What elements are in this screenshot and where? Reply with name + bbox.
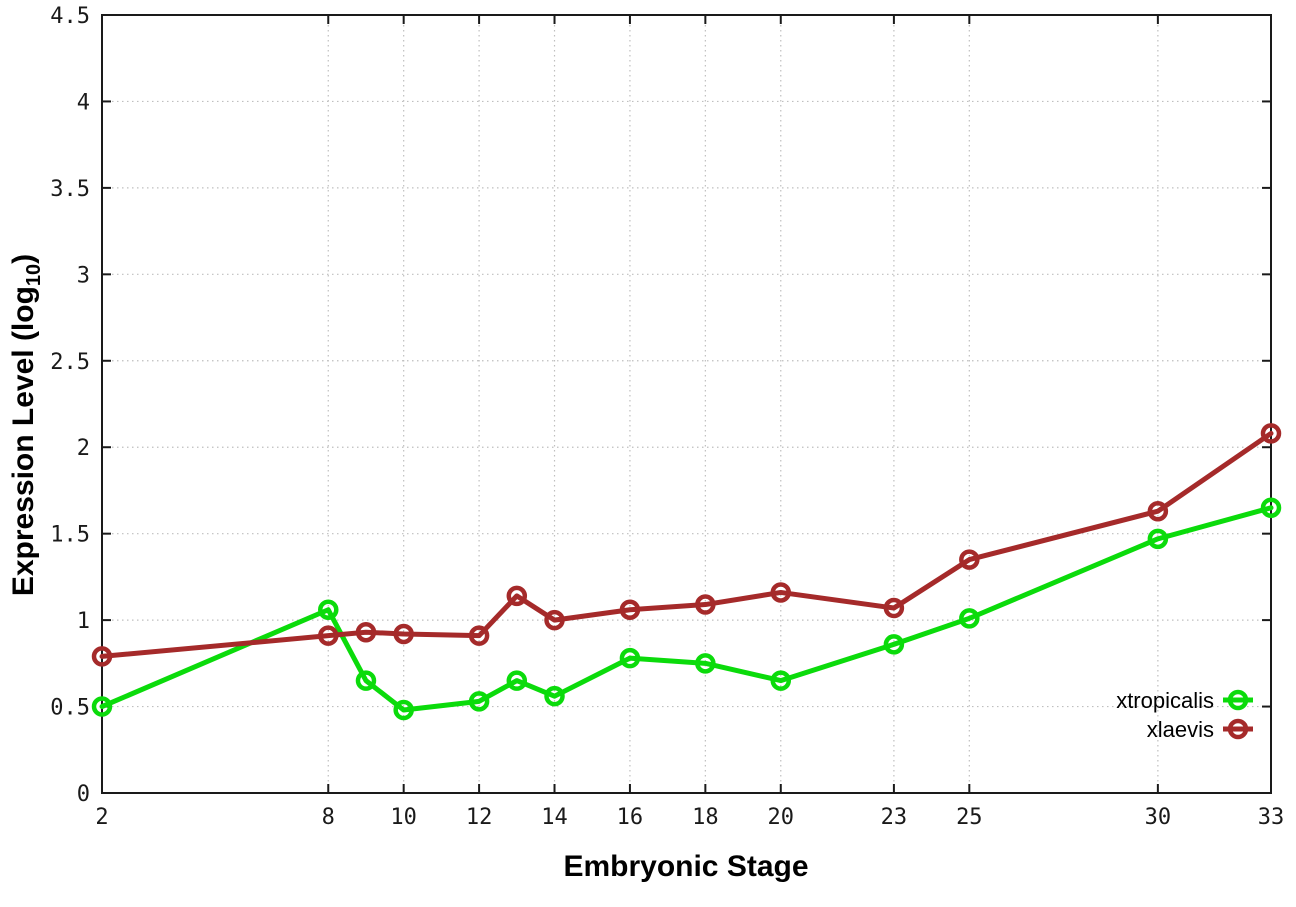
legend: xtropicalis xlaevis [1116,688,1253,742]
x-tick-label: 16 [617,805,644,830]
x-tick-label: 33 [1258,805,1285,830]
data-point-xlaevis [695,594,716,615]
y-tick-label: 2 [77,436,90,461]
y-axis-title: Expression Level (log10) [7,254,45,596]
data-point-xlaevis [883,597,905,619]
x-tick-label: 14 [541,805,568,830]
legend-sample-marker-xtropicalis [1227,689,1249,711]
data-point-xtropicalis [959,608,980,629]
data-point-xtropicalis [619,647,641,669]
data-point-xtropicalis [770,670,792,691]
data-point-xlaevis [619,599,641,620]
data-point-xtropicalis [468,691,490,712]
data-point-xlaevis [91,646,113,667]
data-point-xtropicalis [544,685,565,707]
x-tick-label: 10 [390,805,417,830]
data-point-xlaevis [959,549,980,570]
data-point-xtropicalis [393,699,414,721]
y-axis-title-main: Expression Level (log [7,286,40,596]
data-point-xtropicalis [506,670,528,691]
data-point-xlaevis [1147,500,1169,522]
legend-sample-marker-xlaevis [1227,718,1249,740]
data-point-xlaevis [770,582,792,603]
legend-label-xlaevis: xlaevis [1147,717,1214,742]
x-tick-label: 18 [692,805,719,830]
data-point-xtropicalis [1260,497,1282,518]
y-tick-label: 3 [77,263,90,288]
y-axis-title-end: ) [7,254,40,264]
y-tick-label: 1.5 [50,523,90,548]
series-line-xlaevis [99,430,1274,659]
x-tick-label: 20 [768,805,795,830]
x-tick-label: 8 [322,805,335,830]
x-tick-label: 30 [1145,805,1172,830]
y-tick-label: 3.5 [50,177,90,202]
grid-layer [101,14,1272,794]
x-tick-label: 2 [95,805,108,830]
legend-label-xtropicalis: xtropicalis [1116,688,1214,713]
y-tick-label: 1 [77,609,90,634]
x-tick-label: 25 [956,805,983,830]
tick-label-layer: 2 8 10 12 14 16 18 20 23 25 30 33 0 0.5 1 1.5 2 2.5 3 3.5 4 4… [50,4,1284,830]
x-axis-title: Embryonic Stage [563,850,808,883]
frame-layer [101,14,1272,794]
data-point-xlaevis [506,585,528,607]
data-point-xlaevis [393,623,414,645]
series-line-xtropicalis [99,505,1274,713]
data-point-xlaevis [318,625,339,646]
data-point-xlaevis [355,621,377,643]
data-point-xlaevis [1260,423,1282,444]
data-point-xlaevis [544,609,565,631]
data-layer [91,423,1282,721]
plot-border [101,14,1272,794]
data-point-xtropicalis [883,634,905,655]
y-tick-label: 4 [77,90,90,115]
data-point-xtropicalis [1147,528,1169,550]
y-tick-label: 0.5 [50,696,90,721]
data-point-xtropicalis [91,696,113,717]
data-point-xtropicalis [695,653,716,674]
data-point-xlaevis [468,625,490,646]
y-axis-title-subscript: 10 [23,264,45,286]
data-point-xtropicalis [318,599,339,620]
y-tick-label: 4.5 [50,4,90,29]
data-point-xtropicalis [355,670,377,691]
x-tick-label: 12 [466,805,493,830]
x-tick-label: 23 [881,805,908,830]
y-tick-label: 0 [77,782,90,807]
y-tick-label: 2.5 [50,350,90,375]
